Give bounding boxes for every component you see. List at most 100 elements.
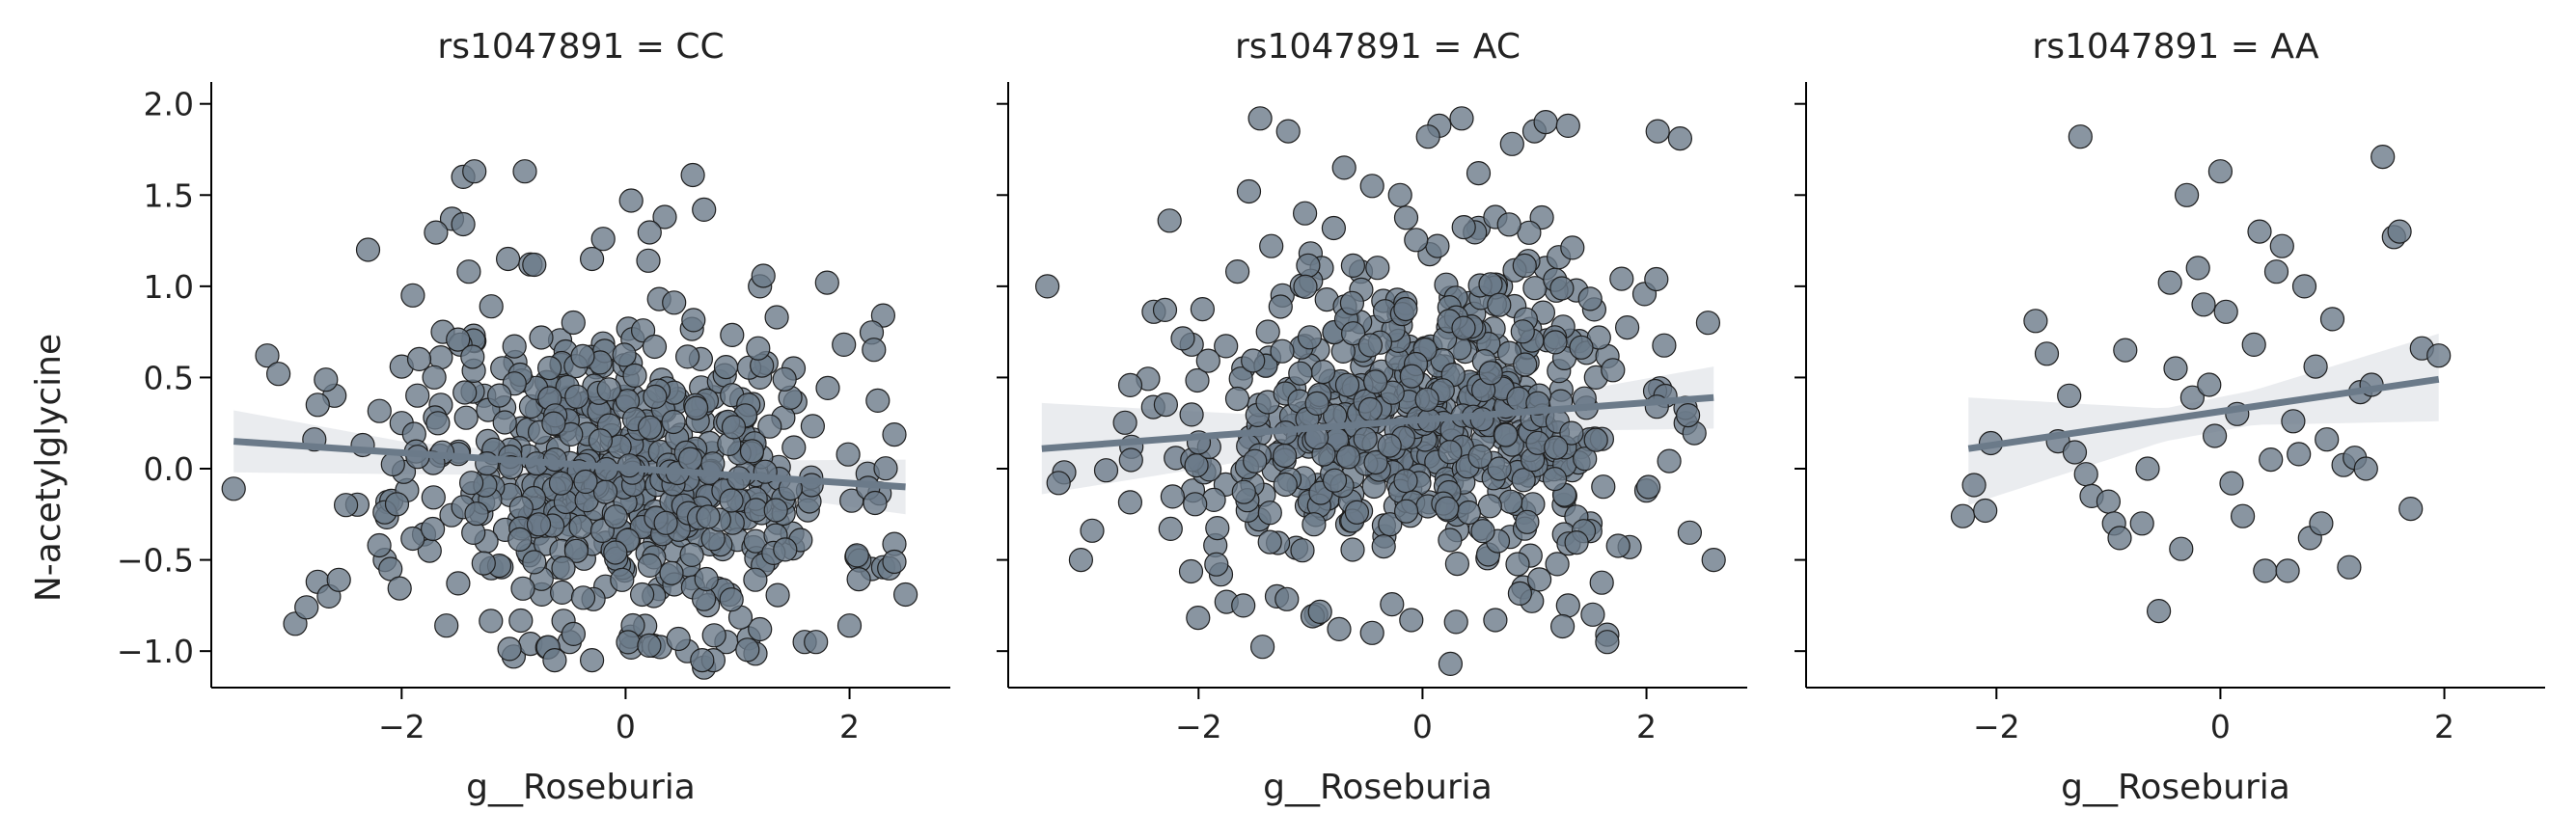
scatter-point	[1487, 292, 1512, 317]
scatter-point	[694, 566, 719, 592]
scatter-point	[675, 344, 700, 369]
scatter-point	[1257, 529, 1282, 555]
scatter-point	[1543, 330, 1568, 355]
scatter-point	[2353, 456, 2378, 481]
scatter-point	[1467, 444, 1493, 469]
scatter-point	[580, 246, 605, 272]
scatter-point	[1112, 410, 1137, 435]
scatter-point	[542, 647, 567, 673]
scatter-point	[1435, 496, 1460, 521]
scatter-point	[1542, 467, 1568, 492]
scatter-point	[773, 537, 798, 562]
scatter-point	[471, 551, 496, 576]
scatter-point	[1652, 333, 1677, 358]
scatter-point	[815, 375, 840, 400]
scatter-point	[1270, 338, 1295, 364]
scatter-point	[1487, 456, 1512, 481]
scatter-point	[400, 283, 425, 308]
scatter-point	[1259, 233, 1284, 258]
scatter-point	[748, 616, 773, 642]
scatter-points	[1950, 124, 2452, 624]
scatter-point	[643, 384, 668, 409]
scatter-point	[1667, 125, 1693, 151]
scatter-point	[1380, 380, 1405, 405]
scatter-point	[459, 471, 484, 496]
scatter-point	[265, 362, 291, 387]
scatter-point	[526, 512, 552, 537]
scatter-point	[1273, 472, 1298, 498]
scatter-point	[2315, 427, 2340, 452]
scatter-point	[1526, 567, 1552, 592]
scatter-point	[1477, 494, 1502, 519]
scatter-point	[1225, 259, 1250, 284]
scatter-point	[1310, 360, 1336, 385]
scatter-point	[1555, 593, 1580, 618]
scatter-point	[2197, 372, 2222, 397]
scatter-point	[460, 344, 485, 369]
scatter-point	[1247, 106, 1273, 131]
scatter-point	[1505, 552, 1530, 577]
scatter-point	[2269, 233, 2294, 258]
y-tick-label: 2.0	[144, 86, 194, 123]
scatter-point	[661, 409, 686, 435]
scatter-point	[1404, 228, 1429, 253]
panel-ac: rs1047891 = AC −2 0 2 g__Roseburia	[997, 27, 1747, 807]
y-tick-label: 0.0	[144, 450, 194, 488]
scatter-point	[1288, 361, 1313, 386]
scatter-point	[1179, 402, 1204, 427]
scatter-point	[1644, 266, 1669, 292]
scatter-point	[1378, 512, 1403, 537]
scatter-point	[561, 621, 586, 647]
scatter-point	[1496, 212, 1521, 237]
scatter-point	[479, 609, 504, 634]
scatter-point	[380, 451, 405, 477]
scatter-point	[1444, 552, 1469, 577]
scatter-point	[1304, 391, 1329, 416]
scatter-point	[772, 366, 797, 392]
scatter-point	[1243, 448, 1268, 474]
scatter-point	[637, 553, 662, 578]
scatter-point	[2203, 423, 2228, 448]
scatter-point	[1080, 518, 1105, 543]
scatter-point	[355, 237, 381, 262]
scatter-point	[763, 498, 788, 523]
scatter-point	[2398, 497, 2424, 522]
scatter-points	[221, 159, 918, 680]
scatter-point	[1478, 361, 1503, 386]
scatter-point	[1393, 469, 1418, 494]
scatter-point	[690, 647, 715, 673]
scatter-point	[1657, 448, 1682, 474]
scatter-point	[425, 411, 451, 436]
scatter-point	[522, 252, 547, 278]
scatter-point	[1515, 509, 1540, 534]
scatter-point	[2175, 182, 2200, 207]
scatter-point	[400, 526, 425, 552]
scatter-point	[862, 338, 887, 363]
scatter-point	[719, 488, 744, 513]
x-tick-label: 0	[1412, 708, 1433, 745]
scatter-point	[1601, 358, 1626, 383]
scatter-point	[1117, 372, 1143, 397]
scatter-point	[2179, 385, 2205, 410]
scatter-point	[1451, 215, 1476, 240]
scatter-point	[684, 395, 709, 420]
scatter-point	[2073, 462, 2098, 487]
x-axis-label: g__Roseburia	[1263, 768, 1493, 807]
scatter-point	[603, 540, 628, 565]
scatter-point	[610, 567, 635, 592]
scatter-point	[334, 493, 359, 518]
scatter-point	[1334, 372, 1360, 397]
scatter-point	[1469, 407, 1494, 432]
scatter-point	[1152, 297, 1178, 322]
scatter-point	[551, 555, 576, 581]
scatter-point	[508, 496, 534, 521]
scatter-point	[596, 377, 621, 402]
scatter-point	[1512, 253, 1537, 278]
scatter-point	[1580, 602, 1605, 627]
scatter-point	[1034, 274, 1060, 299]
y-axis-label: N-acetylglycine	[29, 334, 69, 602]
scatter-point	[1340, 537, 1365, 562]
scatter-point	[1393, 296, 1418, 322]
scatter-point	[1331, 155, 1357, 180]
